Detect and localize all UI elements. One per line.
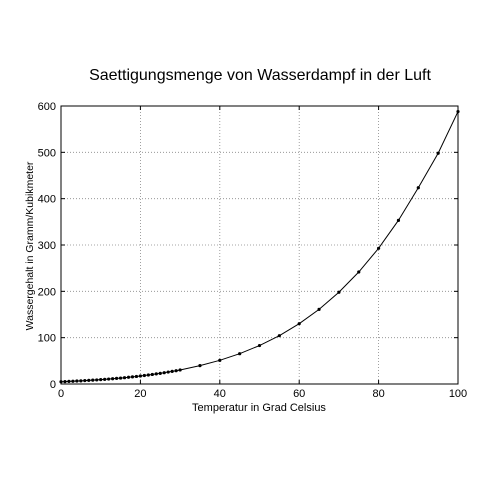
data-point <box>103 377 107 381</box>
data-point <box>114 376 119 380</box>
data-point <box>170 369 174 373</box>
y-tick-label: 300 <box>38 240 56 252</box>
data-point <box>158 371 162 375</box>
data-point <box>59 380 63 384</box>
data-point <box>63 379 67 384</box>
x-tick-label: 40 <box>214 388 226 400</box>
data-point <box>83 379 87 383</box>
data-point <box>118 376 123 380</box>
data-point <box>146 373 150 377</box>
data-point <box>337 290 341 294</box>
data-point <box>142 373 146 378</box>
x-axis-label: Temperatur in Grad Celsius <box>192 402 326 414</box>
data-point <box>91 378 95 382</box>
data-point <box>456 109 460 114</box>
data-point <box>154 372 158 376</box>
data-point <box>166 370 170 374</box>
data-point <box>377 246 381 250</box>
data-point <box>317 307 321 311</box>
y-tick-label: 600 <box>38 101 56 113</box>
plot-area: 0 20 40 60 80 100 0 100 200 300 400 500 600 <box>38 101 468 400</box>
data-point <box>99 378 103 382</box>
chart-title: Saettigungsmenge von Wasserdampf in der … <box>89 67 431 84</box>
data-point <box>277 334 281 338</box>
data-point <box>150 372 154 377</box>
data-point <box>416 186 420 190</box>
data-point <box>134 374 139 379</box>
y-tick-label: 100 <box>38 333 56 345</box>
data-point <box>107 377 111 381</box>
data-point <box>257 343 262 348</box>
y-axis-label: Wassergehalt in Gramm/Kubikmeter <box>24 161 36 330</box>
data-point <box>174 369 178 373</box>
data-point <box>67 379 71 384</box>
data-point <box>396 218 401 222</box>
data-point <box>126 375 131 379</box>
data-point <box>79 379 83 383</box>
data-point <box>87 378 91 382</box>
y-tick-label: 0 <box>50 379 56 391</box>
x-tick-label: 100 <box>449 388 467 400</box>
y-tick-label: 400 <box>38 194 56 206</box>
x-tick-label: 80 <box>372 388 384 400</box>
data-point <box>130 375 135 379</box>
data-point <box>198 364 202 368</box>
data-point <box>436 151 440 155</box>
data-point <box>122 376 127 380</box>
y-tick-label: 200 <box>38 286 56 298</box>
data-point <box>71 379 75 383</box>
x-tick-label: 0 <box>58 388 64 400</box>
data-point <box>95 378 99 382</box>
y-tick-label: 500 <box>38 147 56 159</box>
data-point <box>75 379 79 383</box>
data-point <box>162 371 166 375</box>
data-point <box>111 377 115 381</box>
data-point <box>178 368 182 372</box>
x-tick-label: 20 <box>134 388 146 400</box>
data-point <box>238 352 242 356</box>
x-tick-label: 60 <box>293 388 305 400</box>
data-point <box>138 374 142 378</box>
data-point <box>218 358 222 362</box>
data-point <box>297 322 301 326</box>
data-point <box>357 270 361 274</box>
